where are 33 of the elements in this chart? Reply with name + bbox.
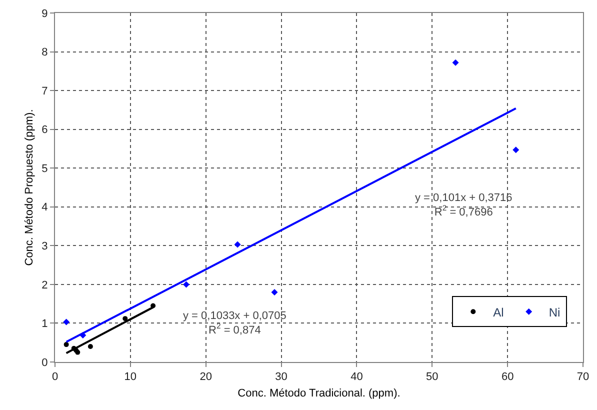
y-tick-label: 7 [42, 85, 48, 98]
point [88, 344, 93, 349]
y-tick-label: 8 [42, 46, 48, 59]
y-tick-label: 1 [42, 318, 48, 330]
point [452, 59, 459, 66]
x-tick-label: 60 [501, 371, 514, 384]
y-tick-label: 3 [42, 240, 48, 253]
x-tick-label: 70 [576, 371, 590, 384]
point [63, 318, 70, 326]
x-tick-label: 20 [200, 371, 212, 384]
x-tick-label: 0 [52, 371, 58, 384]
x-tick-label: 10 [124, 371, 137, 384]
y-tick-label: 5 [42, 162, 48, 175]
y-tick-label: 2 [42, 279, 48, 292]
x-tick-label: 40 [350, 371, 363, 384]
point [183, 281, 190, 288]
x-tick-label: 30 [275, 371, 288, 384]
point [512, 146, 520, 154]
point [271, 288, 278, 296]
legend-label: Al [493, 305, 504, 320]
point [234, 241, 241, 248]
y-tick-label: 6 [42, 124, 48, 136]
x-axis-title: Conc. Método Tradicional. (ppm). [238, 387, 400, 400]
annotation: y = 0,101x + 0,3716 R$^{2}$ = 0,7696 [415, 192, 512, 218]
point [64, 342, 69, 348]
annotation: y = 0,1033x + 0,0705 R$^{2}$ = 0,874 [183, 310, 286, 336]
legend-label: Ni [548, 305, 560, 320]
y-tick-label: 0 [42, 356, 48, 369]
point [122, 316, 128, 322]
y-tick-label: 9 [42, 8, 48, 20]
y-tick-label: 4 [42, 202, 48, 214]
y-axis-title: Conc. Método Propuesto (ppm). [23, 109, 36, 266]
x-tick-label: 50 [426, 371, 438, 384]
